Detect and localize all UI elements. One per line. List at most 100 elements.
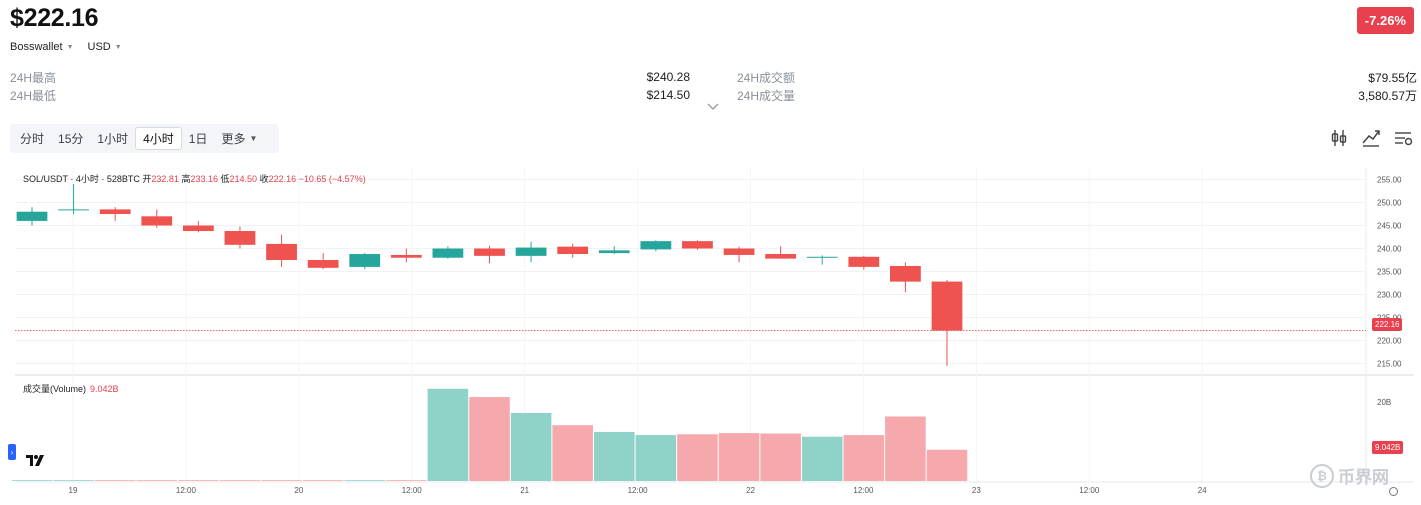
price-tick-label: 255.00	[1377, 176, 1402, 185]
exchange-label: Bosswallet	[10, 41, 63, 53]
timeframe-label: 1小时	[97, 132, 129, 146]
time-tick-label: 12:00	[1079, 486, 1100, 495]
volume-bar	[635, 435, 677, 481]
market-selectors: Bosswallet ▼ USD ▼	[10, 41, 122, 53]
volume-label: 成交量(Volume)	[23, 384, 87, 394]
open-label: 开	[142, 174, 152, 184]
volume-bar	[801, 436, 843, 481]
volume-bar	[552, 425, 593, 481]
volume-bar	[760, 433, 801, 481]
candle-body	[598, 250, 630, 254]
price-tick-label: 220.00	[1377, 337, 1402, 346]
price-tick-label: 250.00	[1377, 199, 1402, 208]
stat-value: $240.28	[646, 70, 690, 84]
chart-style-icon[interactable]	[1361, 128, 1381, 148]
candle-body	[432, 248, 464, 258]
caret-down-icon: ▼	[66, 43, 74, 51]
high-value: 233.16	[190, 174, 218, 184]
time-tick-label: 12:00	[853, 486, 874, 495]
volume-bar	[53, 480, 94, 481]
timeframe-15min[interactable]: 15分	[51, 127, 90, 150]
stat-24h-turnover: 24H成交额 $79.55亿	[737, 68, 1417, 86]
current-price: $222.16	[10, 4, 99, 32]
volume-bar	[677, 434, 718, 481]
volume-bar	[11, 480, 53, 481]
volume-bar	[386, 480, 427, 481]
stat-label: 24H成交额	[737, 70, 796, 85]
watermark-text: 币界网	[1338, 468, 1389, 487]
watermark: ₿ 币界网	[1310, 463, 1389, 488]
axis-settings-icon[interactable]	[1389, 487, 1398, 496]
candle-body	[806, 256, 838, 258]
timeframe-4h[interactable]: 4小时	[135, 127, 182, 150]
time-tick-label: 12:00	[628, 486, 649, 495]
candle-body	[141, 216, 173, 226]
time-tick-label: 19	[69, 486, 78, 495]
tradingview-logo-icon[interactable]	[24, 451, 46, 469]
timeframe-1d[interactable]: 1日	[182, 127, 215, 150]
stat-value: 3,580.57万	[1358, 88, 1417, 103]
time-tick-label: 12:00	[402, 486, 423, 495]
stats-left: 24H最高 $240.28 24H最低 $214.50	[10, 68, 690, 104]
time-tick-label: 21	[520, 486, 529, 495]
volume-tick-label: 20B	[1377, 398, 1391, 407]
time-tick-label: 23	[972, 486, 981, 495]
volume-bar	[219, 480, 261, 481]
time-tick-label: 22	[746, 486, 755, 495]
settings-icon[interactable]	[1393, 128, 1413, 148]
candle-body	[848, 256, 880, 267]
price-change-badge: -7.26%	[1356, 7, 1414, 34]
volume-bar	[718, 433, 760, 481]
timeframe-more[interactable]: 更多 ▼	[214, 127, 264, 150]
timeframe-label: 分时	[20, 132, 45, 146]
panel-toggle-icon[interactable]: ›	[8, 444, 16, 460]
high-label: 高	[181, 174, 191, 184]
close-label: 收	[259, 174, 269, 184]
stat-24h-high: 24H最高 $240.28	[10, 68, 690, 86]
volume-bar	[261, 480, 302, 481]
timeframe-label: 4小时	[143, 132, 174, 146]
candle-body	[224, 231, 256, 245]
timeframe-1h[interactable]: 1小时	[90, 127, 135, 150]
stat-24h-low: 24H最低 $214.50	[10, 86, 690, 104]
volume-bar	[427, 388, 469, 481]
time-tick-label: 24	[1198, 486, 1207, 495]
candle-body	[557, 246, 589, 255]
low-label: 低	[220, 174, 230, 184]
stat-label: 24H成交量	[737, 88, 796, 103]
currency-select[interactable]: USD ▼	[88, 41, 122, 53]
price-tick-label: 235.00	[1377, 268, 1402, 277]
volume-bar	[926, 449, 968, 481]
candle-body	[390, 254, 422, 258]
expand-chevron-icon[interactable]	[706, 100, 720, 114]
stat-label: 24H最低	[10, 88, 57, 103]
stats-right: 24H成交额 $79.55亿 24H成交量 3,580.57万	[737, 68, 1417, 104]
stat-value: $214.50	[646, 88, 690, 102]
volume-bar	[178, 480, 219, 481]
candle-body	[474, 248, 505, 256]
volume-bar	[510, 412, 552, 481]
candlestick-chart[interactable]: 255.00250.00245.00240.00235.00230.00225.…	[0, 160, 1421, 505]
volume-value: 9.042B	[90, 384, 119, 394]
candle-body	[349, 254, 381, 267]
candle-body	[682, 241, 713, 249]
candle-body	[640, 241, 672, 250]
candle-body	[307, 260, 339, 268]
caret-down-icon: ▼	[249, 134, 258, 143]
time-tick-label: 12:00	[176, 486, 197, 495]
exchange-select[interactable]: Bosswallet ▼	[10, 41, 74, 53]
caret-down-icon: ▼	[114, 43, 122, 51]
close-value: 222.16	[268, 174, 297, 184]
indicators-icon[interactable]	[1329, 128, 1349, 148]
timeframe-label: 1日	[188, 132, 208, 146]
timeframe-1min[interactable]: 分时	[13, 127, 51, 150]
stat-label: 24H最高	[10, 70, 57, 85]
volume-tag: 9.042B	[1372, 441, 1404, 454]
currency-label: USD	[87, 41, 111, 53]
candle-body	[765, 254, 797, 259]
volume-bar	[885, 416, 926, 481]
low-value: 214.50	[229, 174, 258, 184]
candle-body	[182, 225, 214, 232]
stat-value: $79.55亿	[1368, 70, 1417, 85]
timeframe-label: 更多	[221, 132, 246, 146]
